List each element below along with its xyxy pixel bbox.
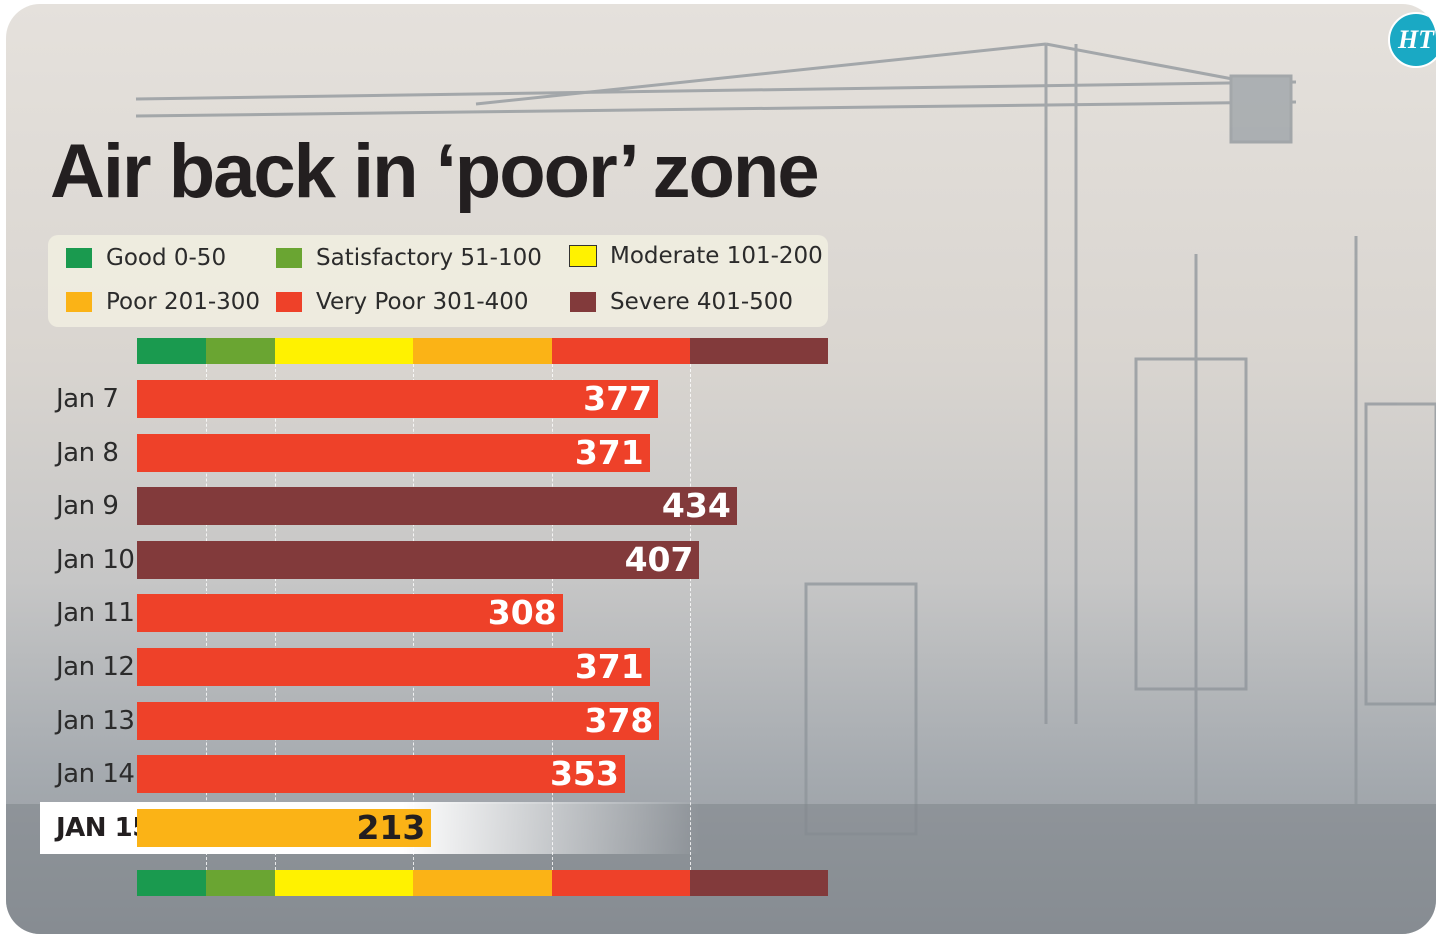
bar <box>137 487 737 526</box>
ht-logo: HT <box>1388 12 1436 68</box>
bar-category-label: Jan 12 <box>56 652 135 682</box>
legend-item-moderate: Moderate 101-200 <box>569 243 823 269</box>
bar-category-label: Jan 13 <box>56 705 135 736</box>
bar-category-label: Jan 10 <box>56 544 135 575</box>
legend-item-poor: Poor 201-300 <box>66 289 260 315</box>
bar <box>137 755 625 794</box>
bar-category-label: Jan 14 <box>56 759 135 790</box>
legend-item-satisfactory: Satisfactory 51-100 <box>276 245 542 271</box>
legend-label-poor: Poor 201-300 <box>106 289 261 315</box>
chart-title: Air back in ‘poor’ zone <box>50 129 820 214</box>
legend-label-very-poor: Very Poor 301-400 <box>316 289 529 315</box>
legend-swatch-very-poor <box>276 292 302 312</box>
bar-category-label: Jan 7 <box>56 384 119 414</box>
bar <box>137 380 658 418</box>
top-scale-band <box>413 338 552 364</box>
legend-item-severe: Severe 401-500 <box>570 289 793 315</box>
bottom-scale-band <box>413 870 552 896</box>
bar <box>137 648 650 686</box>
bar-value-label: 213 <box>356 807 426 847</box>
bar-category-label: Jan 9 <box>56 491 119 522</box>
top-scale-band <box>206 338 276 364</box>
legend-swatch-satisfactory <box>276 248 302 268</box>
bar <box>137 808 432 847</box>
top-scale-band <box>551 338 690 364</box>
bar-value-label: 378 <box>584 700 654 740</box>
aqi-legend: Good 0-50 Satisfactory 51-100 Moderate 1… <box>48 235 828 327</box>
bar-value-label: 371 <box>574 647 644 686</box>
bar-value-label: 377 <box>583 379 652 418</box>
top-scale-band <box>689 338 828 364</box>
legend-label-severe: Severe 401-500 <box>610 289 794 315</box>
legend-swatch-severe <box>570 292 596 312</box>
bar-value-label: 308 <box>487 593 557 633</box>
bar <box>137 540 700 579</box>
bar-value-label: 407 <box>624 539 694 579</box>
bar-category-label: Jan 11 <box>56 598 135 629</box>
legend-swatch-good <box>66 248 92 268</box>
bottom-scale-band <box>137 870 207 896</box>
bar-category-label: Jan 8 <box>56 437 119 468</box>
legend-label-moderate: Moderate 101-200 <box>610 243 823 269</box>
bar-value-label: 434 <box>661 486 731 526</box>
legend-label-good: Good 0-50 <box>106 245 227 271</box>
legend-swatch-poor <box>66 292 92 312</box>
bar <box>137 594 563 633</box>
bar <box>137 433 650 472</box>
bar-value-label: 371 <box>574 432 644 472</box>
legend-item-good: Good 0-50 <box>66 245 226 271</box>
top-scale-band <box>137 338 207 364</box>
construction-background <box>6 42 1436 934</box>
bar-value-label: 353 <box>549 754 619 794</box>
legend-label-satisfactory: Satisfactory 51-100 <box>316 245 542 271</box>
top-scale-band <box>275 338 414 364</box>
bottom-scale-band <box>206 870 276 896</box>
legend-swatch-moderate <box>569 245 597 267</box>
legend-item-very-poor: Very Poor 301-400 <box>276 289 529 315</box>
bottom-scale-band <box>689 870 828 896</box>
bottom-scale-band <box>551 870 690 896</box>
bar <box>137 701 660 740</box>
bar-category-label: JAN 15 <box>56 812 150 843</box>
gridline <box>689 364 691 870</box>
bottom-scale-band <box>275 870 414 896</box>
